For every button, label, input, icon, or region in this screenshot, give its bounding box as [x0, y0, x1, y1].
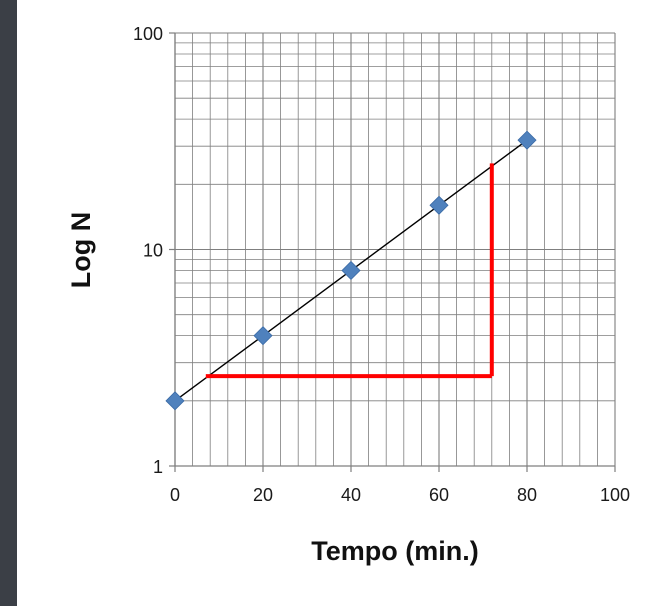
x-axis-title: Tempo (min.)	[311, 536, 478, 566]
y-axis-title: Log N	[66, 212, 96, 288]
tick-labels: 0 20 40 60 80 100 1 10 100	[133, 24, 630, 505]
x-tick-label: 60	[429, 485, 449, 505]
chart-panel	[17, 0, 656, 606]
axes	[169, 32, 616, 472]
x-tick-label: 40	[341, 485, 361, 505]
x-tick-label: 20	[253, 485, 273, 505]
data-point-marker	[517, 130, 537, 150]
grid	[174, 32, 616, 467]
data-point-marker	[429, 195, 449, 215]
data-point-marker	[253, 326, 273, 346]
x-tick-label: 0	[170, 485, 180, 505]
x-tick-label: 100	[600, 485, 630, 505]
data-point-marker	[165, 391, 185, 411]
data-point-marker	[341, 260, 361, 281]
y-tick-label: 100	[133, 24, 163, 44]
data-points	[165, 130, 537, 411]
annotation-group	[205, 163, 494, 379]
x-tick-label: 80	[517, 485, 537, 505]
y-tick-label: 10	[143, 241, 163, 261]
y-tick-label: 1	[153, 457, 163, 477]
